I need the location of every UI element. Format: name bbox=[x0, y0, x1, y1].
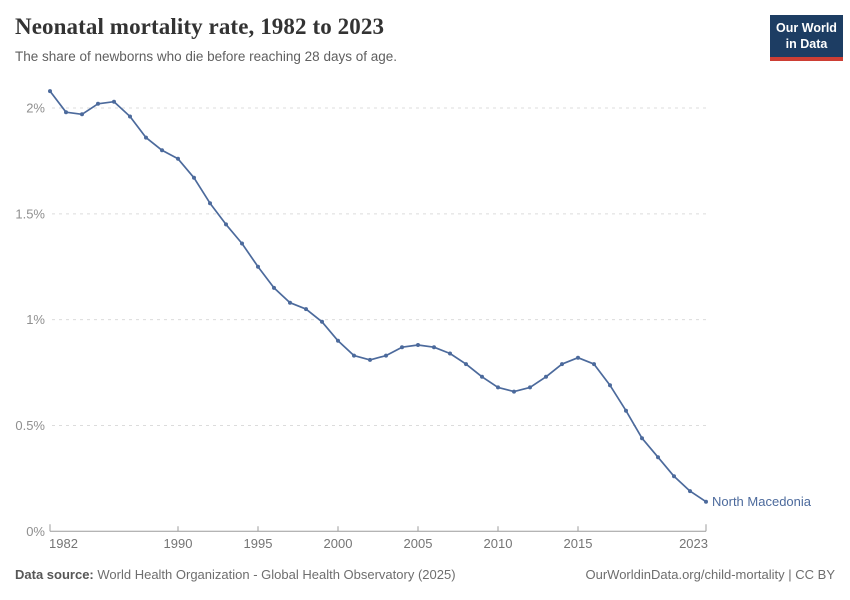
data-point bbox=[560, 362, 564, 367]
series-entity-label: North Macedonia bbox=[712, 494, 812, 509]
data-point bbox=[112, 99, 116, 104]
x-axis-tick-label: 1990 bbox=[164, 536, 193, 551]
data-point bbox=[128, 114, 132, 119]
data-point bbox=[288, 300, 292, 305]
data-point bbox=[512, 389, 516, 394]
data-point bbox=[544, 374, 548, 379]
data-source-text: World Health Organization - Global Healt… bbox=[97, 567, 456, 582]
data-point bbox=[400, 345, 404, 350]
data-point bbox=[688, 489, 692, 494]
data-point bbox=[336, 338, 340, 343]
data-line bbox=[49, 90, 707, 503]
data-point bbox=[496, 385, 500, 390]
x-axis-tick-label: 1995 bbox=[244, 536, 273, 551]
x-axis-tick-label: 2023 bbox=[679, 536, 708, 551]
x-axis-tick-label: 1982 bbox=[49, 536, 78, 551]
data-point bbox=[272, 285, 276, 290]
data-point bbox=[640, 436, 644, 441]
data-point bbox=[320, 319, 324, 324]
x-axis-tick-label: 2000 bbox=[324, 536, 353, 551]
data-point bbox=[576, 355, 580, 360]
data-point bbox=[672, 474, 676, 479]
y-axis-tick-label: 1% bbox=[26, 312, 45, 327]
y-axis-tick-label: 0.5% bbox=[15, 418, 45, 433]
x-axis-tick-label: 2015 bbox=[564, 536, 593, 551]
data-point bbox=[352, 353, 356, 358]
data-point bbox=[528, 385, 532, 390]
chart-title: Neonatal mortality rate, 1982 to 2023 bbox=[15, 14, 385, 39]
data-point bbox=[704, 499, 708, 504]
data-point bbox=[432, 345, 436, 350]
license-note: OurWorldinData.org/child-mortality | CC … bbox=[585, 567, 836, 582]
data-point bbox=[464, 362, 468, 367]
data-point bbox=[160, 148, 164, 153]
owid-logo-line1: Our World bbox=[776, 21, 837, 35]
data-point bbox=[304, 307, 308, 312]
data-point bbox=[368, 357, 372, 362]
y-axis-tick-label: 0% bbox=[26, 524, 45, 539]
y-axis-tick-label: 1.5% bbox=[15, 206, 45, 221]
data-point bbox=[240, 241, 244, 246]
data-source-label: Data source: bbox=[15, 567, 94, 582]
data-point bbox=[224, 222, 228, 227]
data-point bbox=[416, 343, 420, 347]
data-point bbox=[144, 135, 148, 140]
data-point bbox=[448, 351, 452, 356]
y-axis-tick-label: 2% bbox=[26, 101, 45, 116]
data-point bbox=[384, 353, 388, 358]
chart-footer: Data source: World Health Organization -… bbox=[15, 567, 835, 582]
data-point bbox=[192, 175, 196, 180]
data-point bbox=[80, 112, 84, 117]
data-point bbox=[48, 89, 52, 94]
data-point bbox=[208, 201, 212, 206]
chart-header: Neonatal mortality rate, 1982 to 2023 Th… bbox=[15, 14, 397, 64]
data-point bbox=[608, 383, 612, 388]
data-point bbox=[256, 264, 260, 269]
data-point bbox=[480, 374, 484, 379]
x-axis-tick-label: 2010 bbox=[484, 536, 513, 551]
data-point bbox=[592, 362, 596, 367]
data-point bbox=[176, 156, 180, 161]
x-axis-tick-label: 2005 bbox=[404, 536, 433, 551]
data-point bbox=[656, 455, 660, 460]
data-source: Data source: World Health Organization -… bbox=[15, 567, 456, 582]
chart-subtitle: The share of newborns who die before rea… bbox=[15, 49, 397, 64]
data-point bbox=[64, 110, 68, 115]
owid-logo: Our World in Data bbox=[770, 15, 843, 61]
data-point bbox=[624, 408, 628, 413]
owid-logo-line2: in Data bbox=[785, 37, 828, 52]
data-point bbox=[96, 101, 100, 106]
